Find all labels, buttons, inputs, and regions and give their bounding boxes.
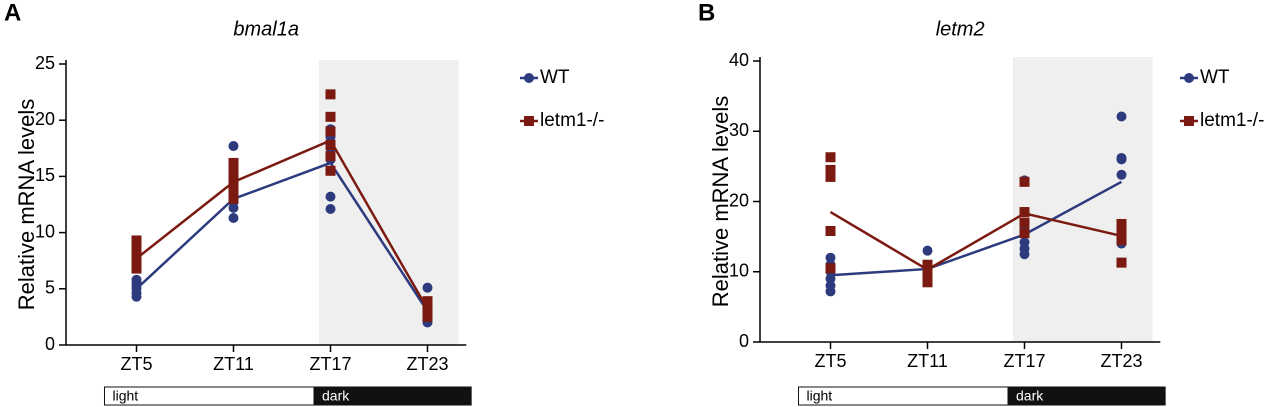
- y-axis-label: Relative mRNA levels: [708, 96, 733, 308]
- x-tick-label: ZT17: [309, 354, 351, 374]
- data-point: [1116, 228, 1127, 239]
- data-point: [1116, 169, 1127, 180]
- panel-label: B: [698, 0, 715, 26]
- data-point: [325, 89, 336, 100]
- data-point: [131, 247, 142, 258]
- phase-label: light: [806, 388, 832, 404]
- phase-label: dark: [1016, 388, 1044, 404]
- x-tick-label: ZT5: [814, 351, 846, 371]
- y-tick-label: 10: [729, 261, 749, 281]
- mean-line: [829, 210, 1122, 272]
- data-point: [1116, 152, 1127, 163]
- data-point: [825, 171, 836, 182]
- data-point: [228, 141, 239, 152]
- data-point: [825, 252, 836, 263]
- data-point: [922, 259, 933, 270]
- y-axis-label: Relative mRNA levels: [14, 99, 39, 311]
- data-point: [131, 259, 142, 270]
- y-tick-label: 25: [35, 53, 55, 73]
- data-point: [228, 157, 239, 168]
- data-point: [325, 126, 336, 137]
- data-point: [1019, 237, 1030, 248]
- data-point: [131, 235, 142, 246]
- data-point: [1019, 217, 1030, 228]
- chart-title: bmal1a: [233, 18, 299, 40]
- phase-bar: [313, 386, 472, 406]
- data-point: [131, 241, 142, 252]
- dark-shade: [1012, 57, 1153, 342]
- phase-bar: [1007, 386, 1166, 406]
- mean-line: [830, 180, 1123, 277]
- data-point: [922, 277, 933, 288]
- x-tick-label: ZT23: [1100, 351, 1142, 371]
- y-tick-label: 10: [35, 221, 55, 241]
- data-point: [228, 164, 239, 175]
- y-tick-label: 5: [45, 278, 55, 298]
- data-point: [1116, 235, 1127, 246]
- data-point: [325, 139, 336, 150]
- legend-marker: [524, 73, 534, 83]
- data-point: [422, 282, 433, 293]
- data-point: [325, 111, 336, 122]
- legend-marker: [1184, 73, 1194, 83]
- phase-label: dark: [322, 388, 350, 404]
- y-tick-label: 20: [729, 190, 749, 210]
- legend-marker: [524, 116, 534, 126]
- data-point: [228, 212, 239, 223]
- data-point: [131, 274, 142, 285]
- x-tick-label: ZT17: [1003, 351, 1045, 371]
- phase-label: light: [112, 388, 138, 404]
- y-tick-label: 0: [45, 334, 55, 354]
- data-point: [825, 263, 836, 274]
- data-point: [825, 226, 836, 237]
- mean-line: [135, 138, 429, 310]
- y-tick-label: 15: [35, 165, 55, 185]
- legend-label: letm1-/-: [540, 110, 604, 131]
- x-tick-label: ZT11: [213, 354, 254, 374]
- dark-shade: [318, 60, 459, 345]
- data-point: [325, 151, 336, 162]
- legend-label: letm1-/-: [1200, 110, 1264, 131]
- data-point: [1116, 111, 1127, 122]
- x-tick-label: ZT11: [907, 351, 948, 371]
- x-tick-label: ZT23: [406, 354, 448, 374]
- data-point: [825, 280, 836, 291]
- data-point: [922, 245, 933, 256]
- legend-label: WT: [540, 67, 570, 88]
- y-tick-label: 30: [729, 120, 749, 140]
- data-point: [422, 296, 433, 307]
- data-point: [1019, 176, 1030, 187]
- y-tick-label: 0: [739, 331, 749, 351]
- data-point: [1116, 257, 1127, 268]
- mean-line: [135, 161, 429, 312]
- chart-title: letm2: [936, 18, 985, 40]
- data-point: [325, 203, 336, 214]
- legend-marker: [1184, 116, 1194, 126]
- y-tick-label: 20: [35, 109, 55, 129]
- data-point: [228, 193, 239, 204]
- data-point: [1116, 218, 1127, 229]
- x-tick-label: ZT5: [120, 354, 152, 374]
- data-point: [325, 191, 336, 202]
- panel-label: A: [4, 0, 21, 26]
- legend-label: WT: [1200, 67, 1230, 88]
- data-point: [1019, 207, 1030, 218]
- data-point: [1019, 228, 1030, 239]
- data-point: [325, 165, 336, 176]
- data-point: [825, 152, 836, 163]
- data-point: [228, 184, 239, 195]
- data-point: [228, 171, 239, 182]
- y-tick-label: 40: [729, 50, 749, 70]
- data-point: [825, 164, 836, 175]
